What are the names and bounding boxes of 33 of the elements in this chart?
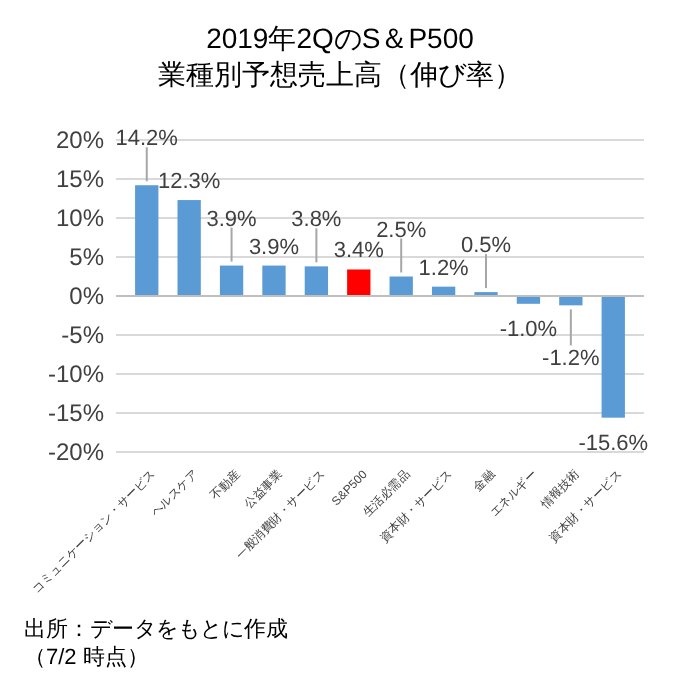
data-label: -15.6% — [578, 431, 649, 456]
text: 出所：データをもとに作成 — [24, 616, 288, 642]
bar — [177, 200, 201, 296]
data-label: 3.9% — [248, 235, 300, 260]
bar — [389, 276, 413, 296]
data-label: 3.8% — [291, 208, 342, 233]
y-tick-label: -10% — [47, 360, 105, 389]
y-tick-label: 5% — [69, 243, 105, 272]
y-tick-label: 15% — [55, 165, 105, 194]
data-label: 2.5% — [376, 218, 427, 243]
bar — [219, 265, 244, 296]
data-label: 14.2% — [115, 127, 179, 152]
y-tick-label: 20% — [55, 126, 105, 155]
data-label: 3.4% — [333, 239, 385, 264]
data-label: -1.2% — [542, 347, 600, 372]
bar — [262, 265, 286, 296]
bar — [601, 296, 625, 418]
bar — [304, 266, 329, 296]
y-tick-label: -20% — [47, 438, 105, 467]
chart-title: 2019年2QのS＆P500 — [206, 22, 475, 54]
y-tick-label: -5% — [61, 321, 105, 350]
data-label: 0.5% — [460, 234, 512, 259]
chart-subtitle: 業種別予想売上高（伸び率） — [158, 58, 522, 90]
text: （7/2 時点） — [24, 644, 149, 670]
y-tick-label: 10% — [55, 204, 105, 233]
y-tick-label: -15% — [47, 399, 105, 428]
data-label: 12.3% — [157, 170, 221, 195]
data-label: 3.9% — [206, 207, 258, 232]
y-tick-label: 0% — [69, 282, 105, 311]
data-label: -1.0% — [499, 317, 558, 342]
bar — [135, 185, 159, 296]
bar — [347, 269, 371, 296]
data-label: 1.2% — [418, 256, 470, 281]
